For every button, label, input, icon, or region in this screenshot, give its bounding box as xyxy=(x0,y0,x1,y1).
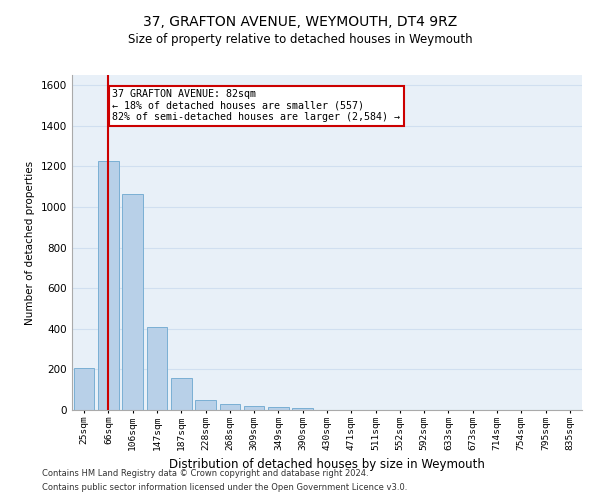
Bar xyxy=(292,408,313,410)
Text: 37 GRAFTON AVENUE: 82sqm
← 18% of detached houses are smaller (557)
82% of semi-: 37 GRAFTON AVENUE: 82sqm ← 18% of detach… xyxy=(112,89,400,122)
Bar xyxy=(220,404,240,410)
Bar xyxy=(195,400,216,410)
Text: Contains HM Land Registry data © Crown copyright and database right 2024.: Contains HM Land Registry data © Crown c… xyxy=(42,468,368,477)
Bar xyxy=(122,194,143,410)
Text: Size of property relative to detached houses in Weymouth: Size of property relative to detached ho… xyxy=(128,32,472,46)
Bar xyxy=(171,378,191,410)
Text: 37, GRAFTON AVENUE, WEYMOUTH, DT4 9RZ: 37, GRAFTON AVENUE, WEYMOUTH, DT4 9RZ xyxy=(143,15,457,29)
Bar xyxy=(146,327,167,410)
Bar xyxy=(74,368,94,410)
Bar xyxy=(244,406,265,410)
Y-axis label: Number of detached properties: Number of detached properties xyxy=(25,160,35,324)
X-axis label: Distribution of detached houses by size in Weymouth: Distribution of detached houses by size … xyxy=(169,458,485,471)
Bar xyxy=(98,162,119,410)
Text: Contains public sector information licensed under the Open Government Licence v3: Contains public sector information licen… xyxy=(42,484,407,492)
Bar xyxy=(268,408,289,410)
